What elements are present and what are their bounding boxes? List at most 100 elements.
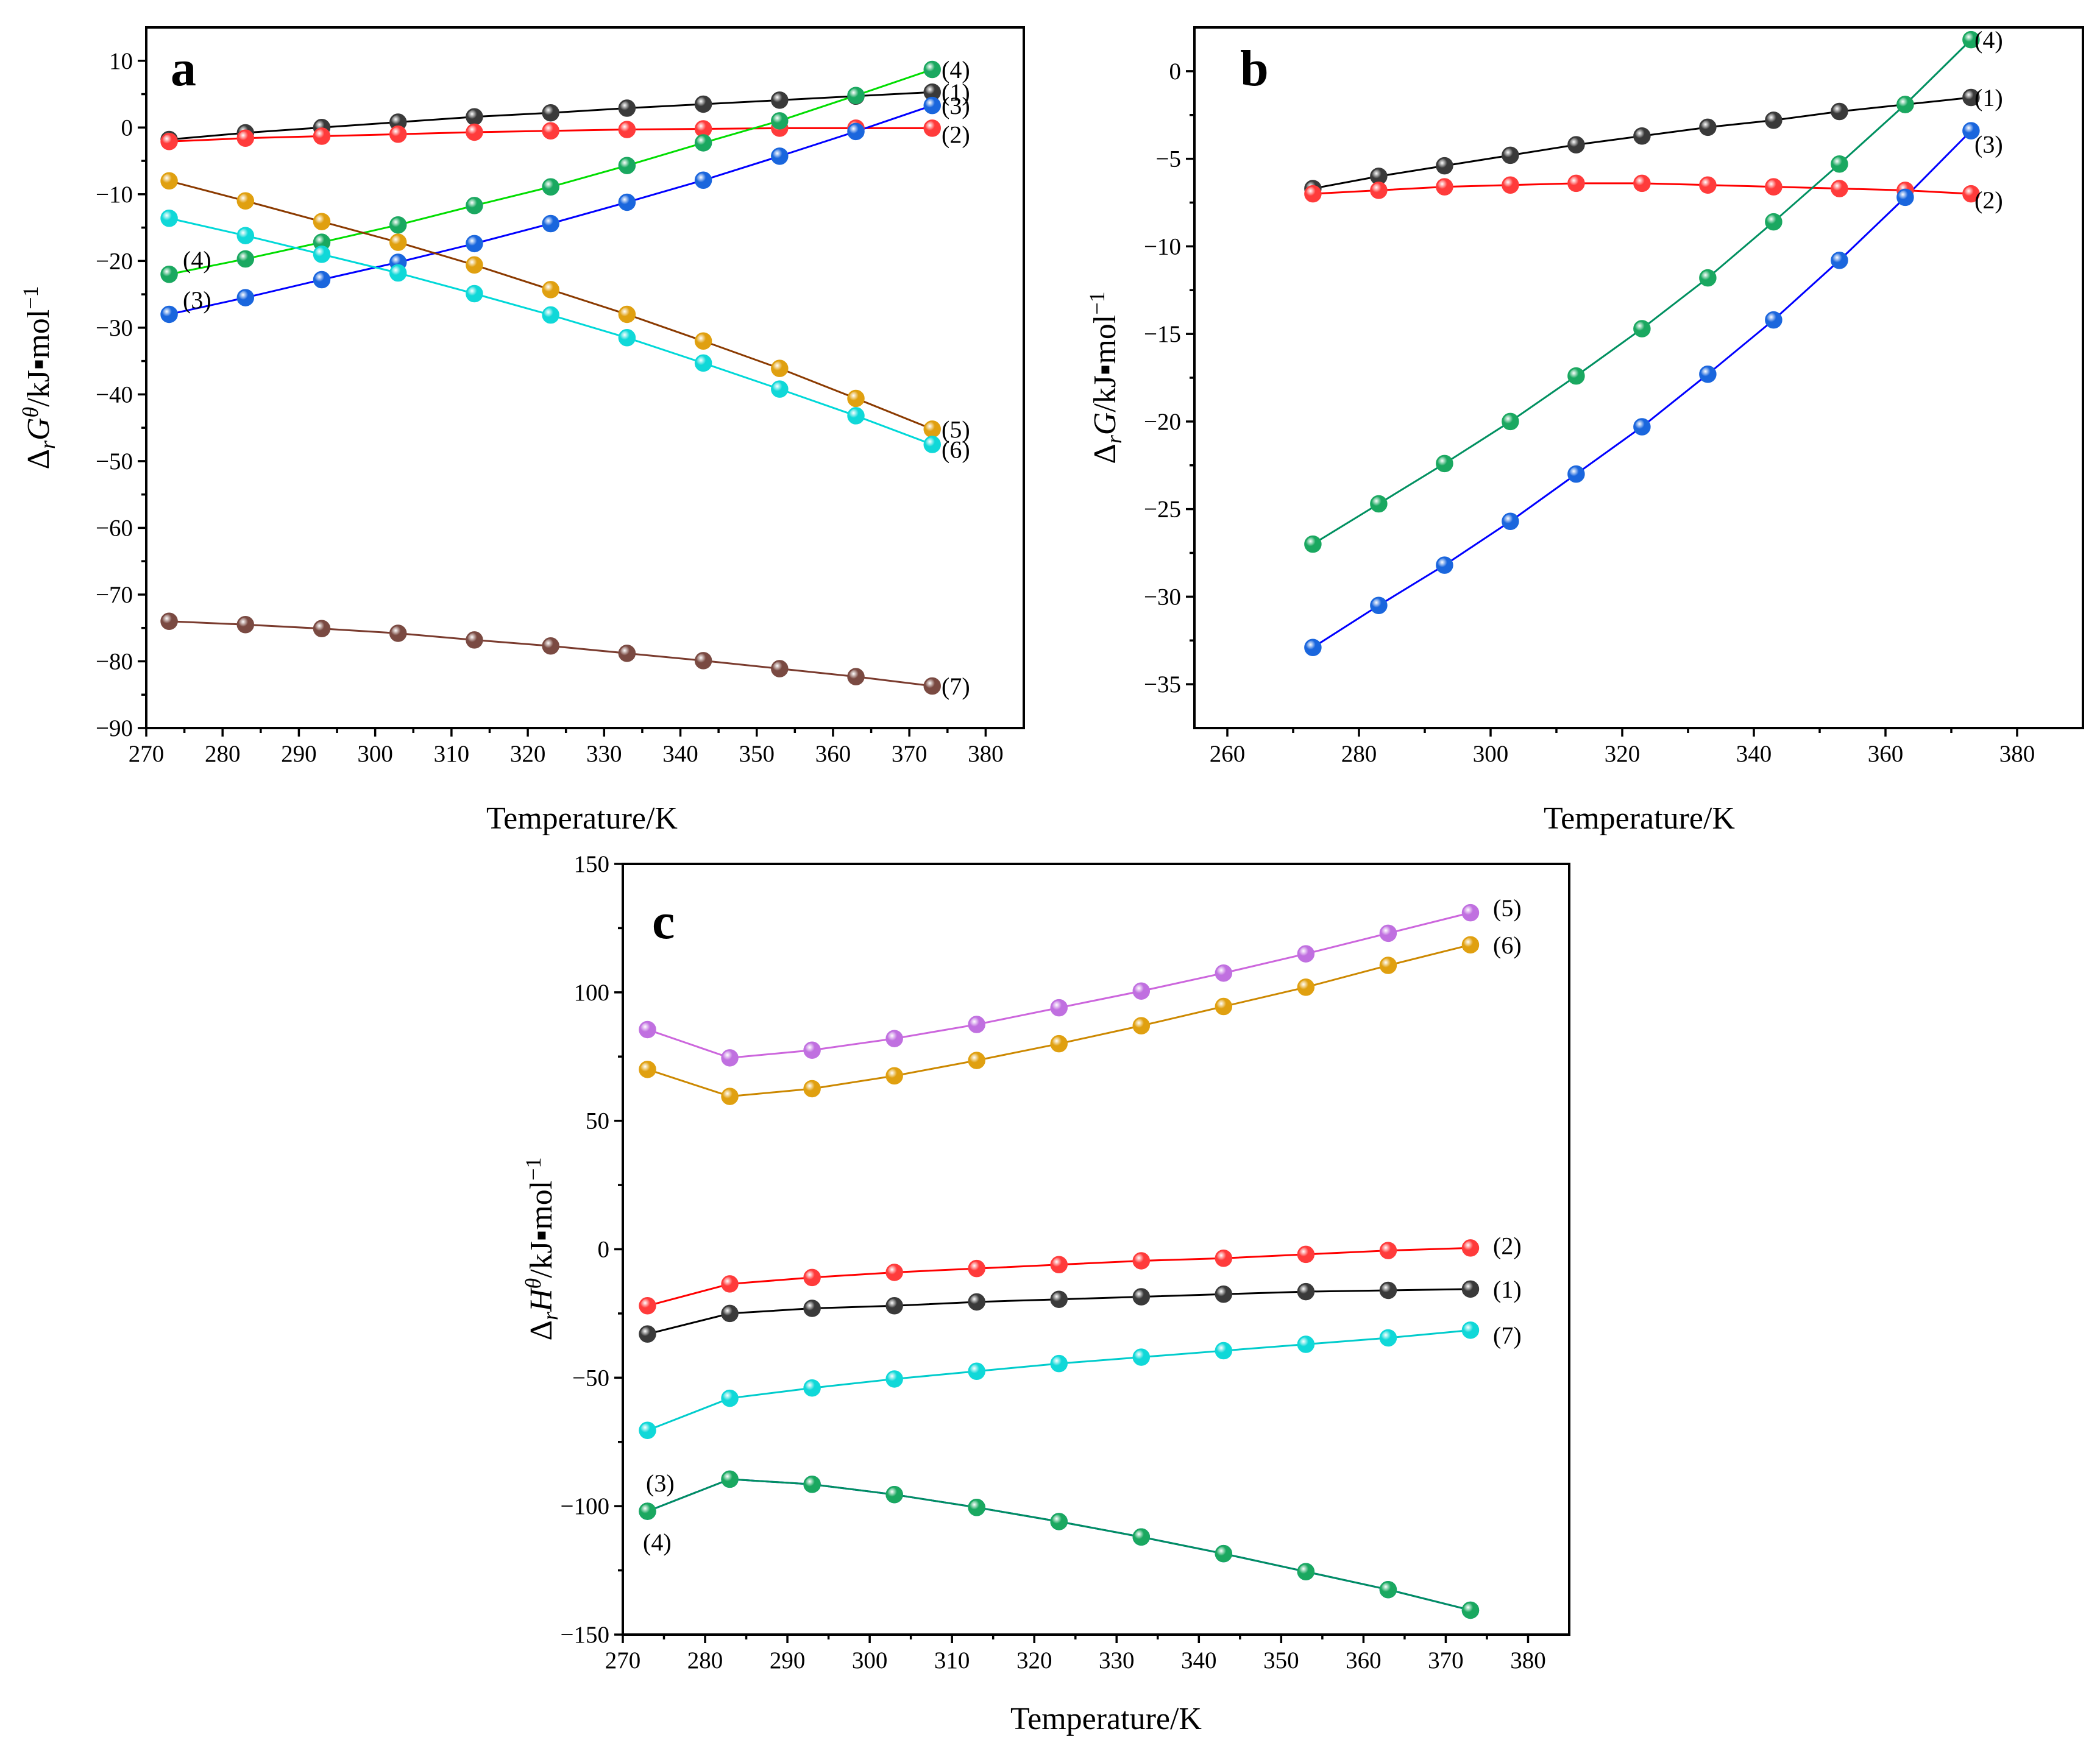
data-point-5 [1215, 964, 1233, 982]
y-tick-label: −150 [561, 1622, 610, 1648]
data-point-5 [847, 389, 865, 408]
data-point-2 [1132, 1252, 1151, 1270]
data-point-2 [160, 133, 178, 150]
x-tick-label: 380 [968, 741, 1004, 767]
x-tick-label: 350 [739, 741, 775, 767]
x-tick-label: 320 [510, 741, 546, 767]
x-tick-label: 280 [205, 741, 241, 767]
data-point-1 [694, 95, 712, 113]
data-point-4 [1379, 1580, 1397, 1599]
y-tick-label: −50 [96, 448, 133, 475]
panel-label-a: a [171, 40, 196, 97]
data-point-6 [847, 407, 865, 425]
y-tick-label: −35 [1144, 671, 1181, 698]
data-point-7 [160, 612, 178, 631]
x-tick-label: 300 [1473, 741, 1509, 767]
data-point-2 [1831, 180, 1848, 197]
data-point-4 [160, 265, 178, 283]
data-point-4 [885, 1485, 903, 1504]
y-tick-label: −20 [1144, 409, 1181, 435]
data-point-7 [236, 615, 255, 634]
x-axis-title: Temperature/K [486, 801, 678, 836]
y-tick-label: −5 [1156, 146, 1182, 172]
data-point-4 [1304, 535, 1322, 553]
series-line-6 [647, 944, 1471, 1098]
data-point-4 [1633, 320, 1651, 338]
data-point-7 [923, 677, 941, 695]
data-point-3 [1831, 252, 1848, 269]
data-point-5 [1461, 904, 1480, 922]
y-tick-label: −25 [1144, 497, 1181, 523]
data-point-4 [1567, 367, 1585, 385]
y-tick-label: −50 [572, 1365, 609, 1391]
data-point-3 [771, 147, 789, 165]
data-point-1 [1461, 1280, 1480, 1298]
series-tag-2: (2) [942, 121, 970, 148]
data-point-4 [771, 112, 789, 130]
data-point-6 [803, 1080, 821, 1098]
data-point-6 [771, 380, 789, 398]
data-point-3 [1370, 596, 1388, 614]
data-point-7 [771, 660, 789, 677]
series-tag-4: (4) [1974, 26, 2003, 54]
data-point-4 [639, 1502, 656, 1520]
data-point-1 [1831, 102, 1848, 121]
series-tag-2: (2) [1493, 1232, 1522, 1259]
data-point-4 [389, 216, 407, 234]
data-point-5 [771, 359, 789, 377]
panel-c: 270 280 290 300 310 320 330 340 350 360 370 380 150 1… [521, 851, 1570, 1736]
data-point-4 [1297, 1563, 1315, 1580]
data-point-6 [885, 1067, 903, 1085]
data-point-3 [1436, 556, 1453, 574]
data-point-4 [694, 134, 712, 152]
y-tick-label: −20 [96, 248, 133, 274]
data-point-4 [1215, 1544, 1233, 1563]
data-point-5 [236, 192, 255, 210]
data-point-4 [721, 1470, 739, 1488]
data-point-2 [639, 1297, 656, 1315]
data-point-1 [639, 1325, 656, 1343]
data-point-3 [160, 305, 178, 324]
data-point-2 [1765, 178, 1783, 196]
y-tick-label: 0 [121, 115, 133, 141]
data-point-3 [466, 235, 483, 253]
y-tick-label: −40 [96, 381, 133, 408]
data-point-5 [1132, 982, 1151, 1000]
x-axis-title: Temperature/K [1544, 801, 1735, 836]
series-tag-2: (2) [1974, 186, 2003, 214]
data-point-2 [389, 125, 407, 143]
data-point-7 [542, 637, 559, 655]
data-point-5 [466, 256, 483, 274]
data-point-6 [466, 285, 483, 303]
y-tick-label: 150 [574, 851, 610, 877]
data-point-3 [236, 289, 255, 306]
series-tag-left-3: (3) [646, 1469, 675, 1497]
data-point-7 [694, 652, 712, 670]
data-point-5 [1297, 945, 1315, 963]
series-tag-left-4: (4) [183, 246, 211, 274]
y-axis-title: ΔrHθ/kJ▪mol−1 [521, 1157, 562, 1340]
data-point-6 [1050, 1034, 1068, 1053]
data-point-7 [466, 631, 483, 649]
x-tick-label: 270 [605, 1647, 641, 1674]
data-point-6 [160, 209, 178, 227]
data-point-2 [968, 1259, 985, 1278]
series-tag-left-4: (4) [643, 1529, 672, 1556]
y-tick-label: 100 [574, 980, 610, 1006]
x-tick-label: 360 [1346, 1647, 1382, 1674]
data-point-1 [1962, 88, 1980, 107]
series-line-6 [169, 217, 933, 445]
data-point-7 [639, 1421, 656, 1440]
data-point-2 [1379, 1242, 1397, 1259]
y-tick-label: −15 [1144, 321, 1181, 347]
data-point-2 [1297, 1245, 1315, 1264]
y-tick-label: −30 [96, 315, 133, 341]
y-tick-label: 0 [1169, 58, 1182, 85]
data-point-2 [1567, 174, 1585, 193]
data-point-2 [721, 1275, 739, 1293]
data-point-1 [466, 108, 483, 126]
series-tag-6: (6) [942, 436, 970, 464]
data-point-4 [1461, 1601, 1480, 1619]
x-tick-label: 260 [1210, 741, 1246, 767]
data-point-7 [1379, 1329, 1397, 1347]
